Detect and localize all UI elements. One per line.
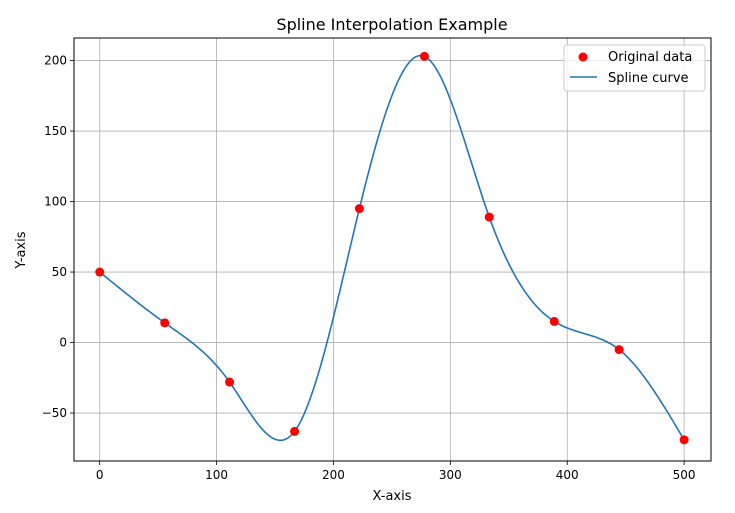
- data-point: [419, 51, 429, 61]
- data-point: [549, 316, 559, 326]
- plot-frame: [73, 37, 712, 462]
- data-point: [290, 426, 300, 436]
- legend-marker-original-data: [578, 52, 588, 62]
- scatter-series: [95, 51, 689, 445]
- data-point: [354, 204, 364, 214]
- y-tick-label: 100: [44, 195, 67, 209]
- y-tick-label: 200: [44, 54, 67, 68]
- legend-label-original-data: Original data: [608, 50, 692, 65]
- grid: [74, 38, 711, 461]
- chart-title: Spline Interpolation Example: [276, 15, 507, 34]
- legend-label-spline-curve: Spline curve: [608, 71, 689, 86]
- legend-box: [563, 44, 706, 92]
- x-tick-label: 0: [96, 468, 104, 482]
- x-tick-label: 400: [556, 468, 579, 482]
- spline-series: [99, 54, 685, 442]
- legend: Original data Spline curve: [563, 44, 706, 92]
- y-tick-label: −50: [42, 406, 67, 420]
- data-point: [679, 435, 689, 445]
- x-axis-label: X-axis: [373, 489, 412, 504]
- x-tick-label: 200: [322, 468, 345, 482]
- data-point: [160, 318, 170, 328]
- data-point: [614, 345, 624, 355]
- y-tick-label: 50: [52, 265, 67, 279]
- data-point: [484, 212, 494, 222]
- y-tick-label: 0: [59, 336, 67, 350]
- x-tick-label: 100: [205, 468, 228, 482]
- x-tick-label: 500: [673, 468, 696, 482]
- spline-curve-line: [99, 54, 685, 442]
- y-tick-label: 150: [44, 124, 67, 138]
- data-point: [225, 377, 235, 387]
- x-tick-label: 300: [439, 468, 462, 482]
- axis-ticks: 0 100 200 300 400 500 −50 0 50 100 150 200: [42, 54, 696, 482]
- y-axis-label: Y-axis: [14, 231, 29, 269]
- data-point: [95, 267, 105, 277]
